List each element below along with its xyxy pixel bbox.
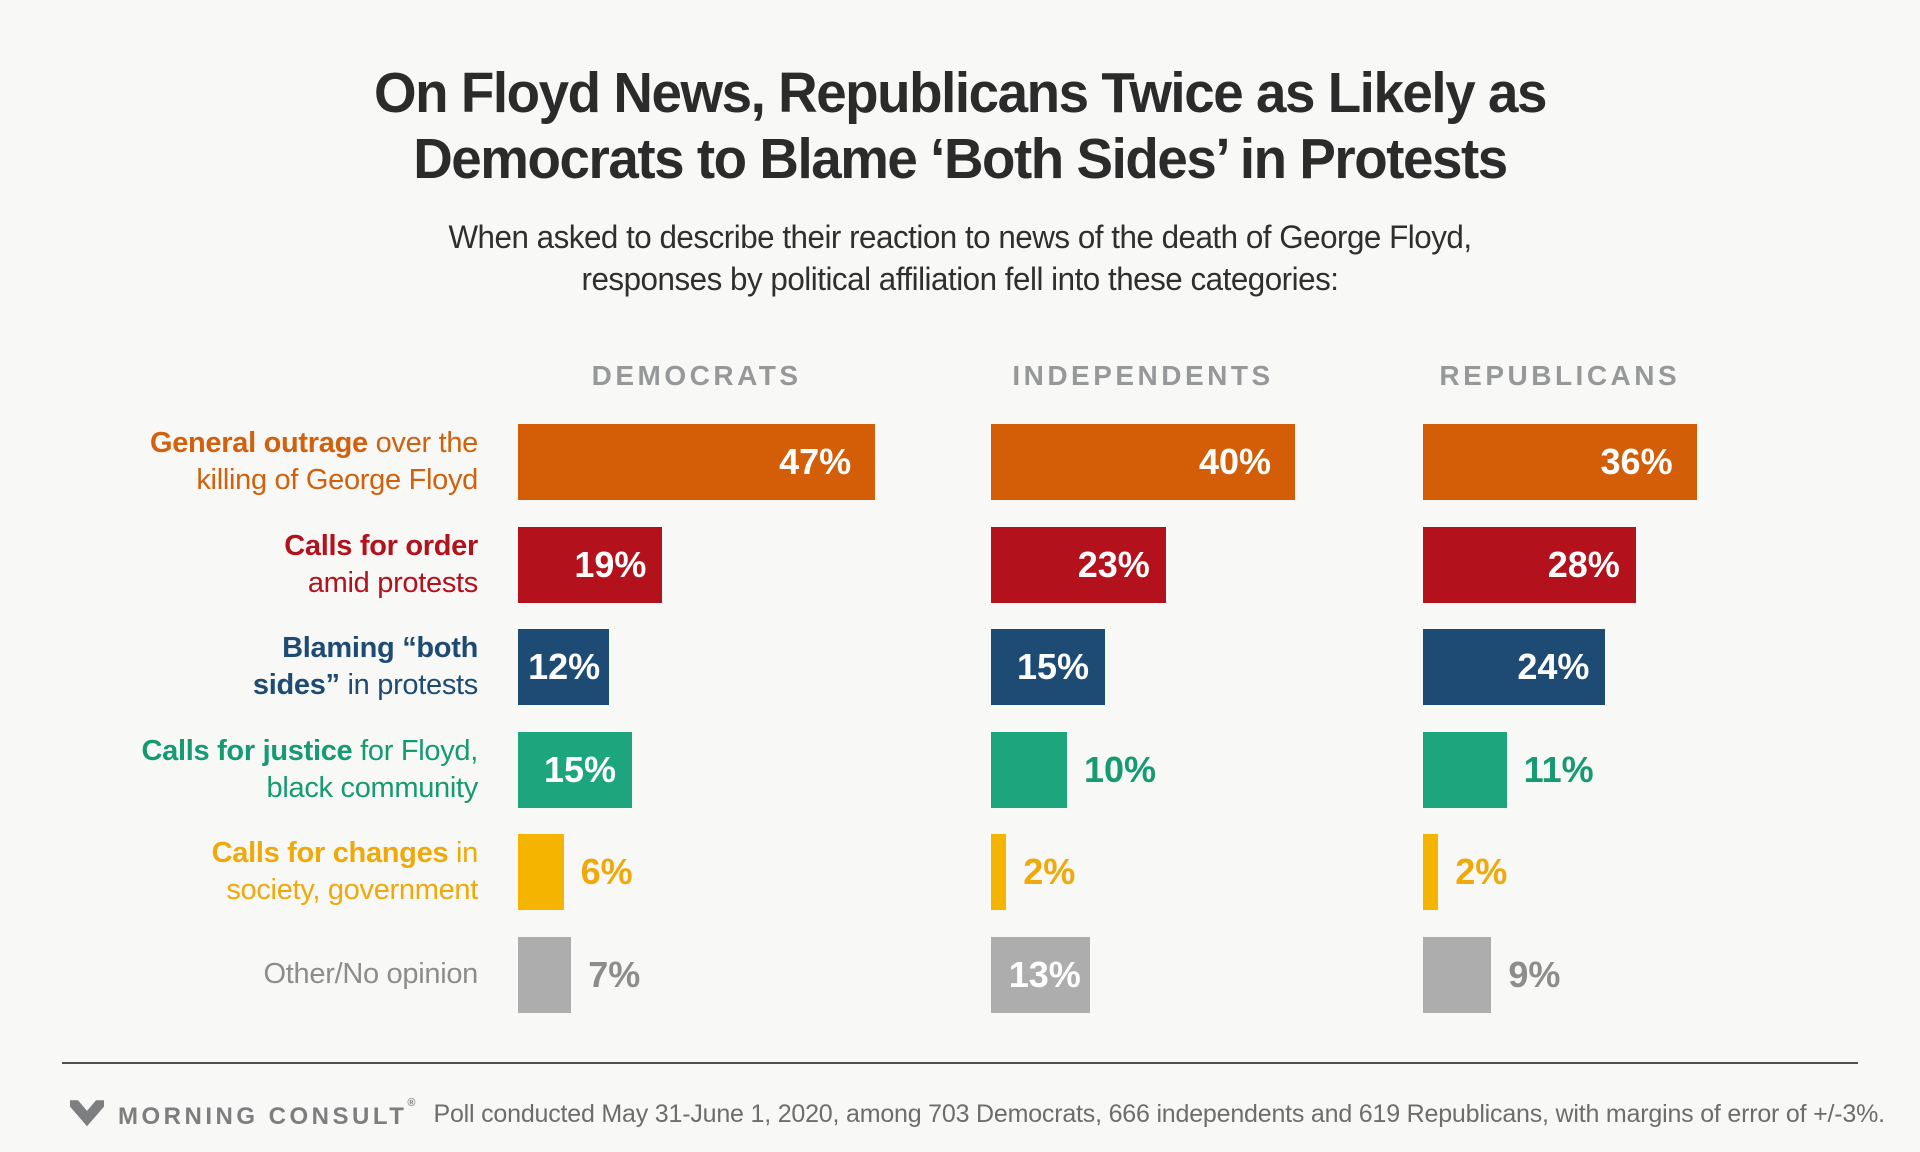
footer-divider <box>62 1062 1858 1064</box>
bar-value-label: 19% <box>574 543 647 585</box>
bar-value-label: 10% <box>1084 748 1157 790</box>
bar-independents-row-5 <box>991 834 1007 911</box>
chart-title-line2: Democrats to Blame ‘Both Sides’ in Prote… <box>413 127 1508 191</box>
bar-value-label: 9% <box>1508 954 1561 995</box>
bar-value-label: 24% <box>1517 646 1590 688</box>
bar-independents-row-1: 40% <box>991 424 1295 500</box>
bar-value-label: 6% <box>580 851 633 893</box>
morning-consult-logo-icon <box>70 1100 104 1127</box>
bar-value-label: 2% <box>1455 851 1508 893</box>
column-header-republicans: REPUBLICANS <box>1439 360 1681 391</box>
row-label-6: Other/No opinion <box>263 958 479 990</box>
row-label-1: General outrage over the killing of Georg… <box>149 427 478 496</box>
bar-democrats-row-3: 12% <box>518 629 610 706</box>
chart-title-line1: On Floyd News, Republicans Twice as Like… <box>374 61 1547 125</box>
footer: MORNING CONSULT® Poll conducted May 31-J… <box>70 1088 1885 1140</box>
row-label-5: Calls for changes in society, government <box>211 837 479 907</box>
chart-title: On Floyd News, Republicans Twice as Like… <box>0 60 1920 192</box>
bar-democrats-row-1: 47% <box>518 424 876 500</box>
bar-democrats-row-2: 19% <box>518 526 663 603</box>
bar-value-label: 23% <box>1077 543 1150 585</box>
bar-independents-row-3: 15% <box>991 629 1105 706</box>
bar-republicans-row-4 <box>1423 731 1507 808</box>
column-header-independents: INDEPENDENTS <box>1012 360 1274 391</box>
bar-value-label: 12% <box>528 646 601 688</box>
bar-value-label: 47% <box>779 441 852 482</box>
bar-value-label: 2% <box>1023 851 1076 893</box>
bar-independents-row-6: 13% <box>991 937 1090 1013</box>
bar-republicans-row-5 <box>1423 834 1439 911</box>
bar-value-label: 15% <box>1016 646 1089 688</box>
bar-democrats-row-4: 15% <box>518 731 632 808</box>
source-note: Poll conducted May 31-June 1, 2020, amon… <box>433 1099 1885 1128</box>
bar-value-label: 36% <box>1600 441 1673 482</box>
row-label-3: Blaming “both sides” in protests <box>252 632 478 702</box>
bar-value-label: 15% <box>543 748 616 790</box>
registered-mark: ® <box>407 1097 416 1109</box>
row-label-4: Calls for justice for Floyd, black commun… <box>141 734 479 804</box>
chart-subtitle: When asked to describe their reaction to… <box>0 216 1920 300</box>
column-header-democrats: DEMOCRATS <box>591 360 802 391</box>
bar-value-label: 40% <box>1198 441 1271 482</box>
brand-name: MORNING CONSULT® <box>118 1097 416 1130</box>
bar-value-label: 13% <box>1008 954 1081 995</box>
bar-republicans-row-2: 28% <box>1423 526 1636 603</box>
bar-democrats-row-5 <box>518 834 564 911</box>
chart-subtitle-line2: responses by political affiliation fell … <box>581 261 1339 297</box>
bar-value-label: 28% <box>1547 543 1620 585</box>
bar-republicans-row-3: 24% <box>1423 629 1606 706</box>
bar-republicans-row-6 <box>1423 937 1492 1013</box>
bar-value-label: 7% <box>588 954 641 995</box>
bar-independents-row-4 <box>991 731 1067 808</box>
bar-republicans-row-1: 36% <box>1423 424 1697 500</box>
bar-independents-row-2: 23% <box>991 526 1166 603</box>
bar-democrats-row-6 <box>518 937 572 1013</box>
bar-value-label: 11% <box>1523 748 1594 790</box>
row-label-2: Calls for order amid protests <box>284 529 478 599</box>
chart-subtitle-line1: When asked to describe their reaction to… <box>448 219 1472 255</box>
